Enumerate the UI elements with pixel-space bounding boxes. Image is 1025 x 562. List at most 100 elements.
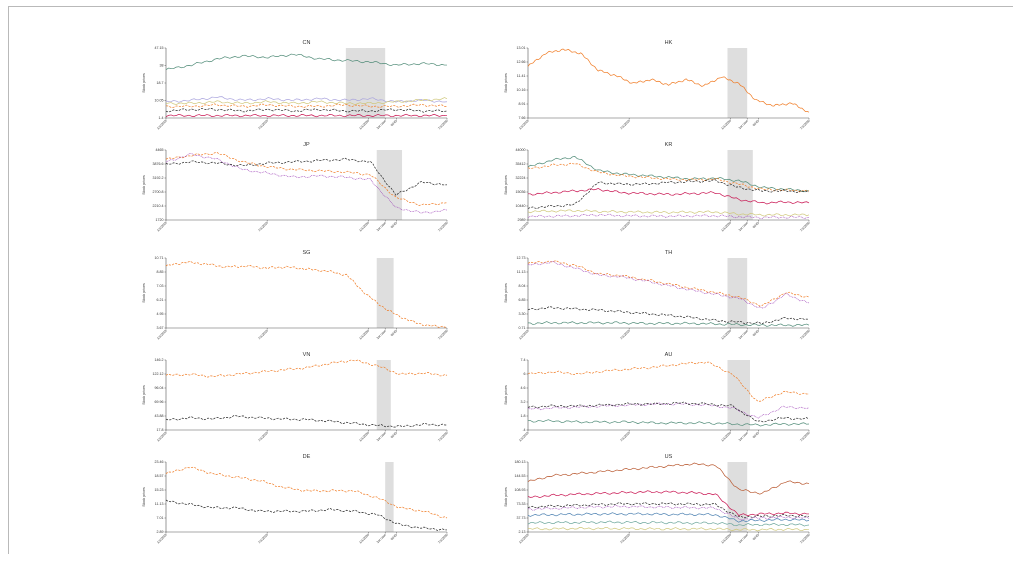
x-tick-label: 7/1/2020 xyxy=(799,221,811,232)
y-tick-label: 6 xyxy=(524,372,526,376)
chart-title: JP xyxy=(303,142,310,148)
x-tick-label: 1/1/2019 xyxy=(156,431,168,442)
chart-svg-th: TH Stock prices 12.73 11.13 8.04 6.85 3.30 0.71… xyxy=(504,250,811,340)
chart-panel-kr: KR Stock prices 44000 35412 32224 15036 10440 2… xyxy=(502,140,812,232)
y-axis-label: Stock prices xyxy=(504,283,508,303)
x-tick-label: 7/1/2020 xyxy=(437,533,449,544)
y-tick-label: 3.67 xyxy=(157,326,164,330)
y-tick-label: 17.8 xyxy=(157,428,164,432)
x-tick-label: 1st case xyxy=(376,221,387,232)
x-tick-label: 1/1/2020 xyxy=(720,533,732,544)
y-tick-label: 35412 xyxy=(516,162,526,166)
series-line-orange xyxy=(165,103,448,108)
series-line-brown xyxy=(527,462,810,495)
series-line-orange xyxy=(527,361,810,402)
chart-title: CN xyxy=(303,40,311,46)
chart-title: AU xyxy=(665,352,673,358)
x-tick-label: 1st case xyxy=(738,221,749,232)
axis-lines xyxy=(527,48,809,119)
y-axis-label: Stock prices xyxy=(142,385,146,405)
series-line-black xyxy=(165,157,448,196)
axis-lines xyxy=(527,258,809,329)
x-tick-label: 7/1/2019 xyxy=(619,221,631,232)
x-tick-label: 1/1/2020 xyxy=(720,221,732,232)
chart-panel-jp: JP Stock prices 4465 3876.6 3192.2 2700.8 2210… xyxy=(140,140,450,232)
y-tick-label: 8.04 xyxy=(519,284,526,288)
y-tick-label: 10.71 xyxy=(155,256,164,260)
x-tick-label: 1/1/2019 xyxy=(518,431,530,442)
x-tick-label: 7/1/2019 xyxy=(257,533,269,544)
y-tick-label: 32224 xyxy=(516,176,526,180)
x-tick-label: 7/1/2019 xyxy=(257,119,269,130)
series-line-red xyxy=(527,188,810,205)
y-tick-label: 180.13 xyxy=(515,460,526,464)
y-tick-label: 8.91 xyxy=(519,102,526,106)
y-tick-label: 122.12 xyxy=(153,372,164,376)
y-tick-label: 43.88 xyxy=(155,414,164,418)
x-tick-label: 1/1/2019 xyxy=(156,221,168,232)
series-line-purple xyxy=(527,505,810,521)
x-tick-label: 1/1/2020 xyxy=(720,431,732,442)
y-tick-label: 69.96 xyxy=(155,400,164,404)
x-tick-label: 1/1/2020 xyxy=(358,221,370,232)
chart-svg-hk: HK Stock prices 13.01 12.66 11.41 10.16 8.91 7.… xyxy=(504,40,811,130)
figure-frame xyxy=(8,6,1013,554)
chart-svg-vn: VN Stock prices 146.2 122.12 96.04 69.96 43.88… xyxy=(142,352,449,442)
series-line-green xyxy=(527,156,810,192)
x-tick-label: WHO xyxy=(390,221,399,230)
chart-panel-cn: CN Stock prices 47.15 38 18.7 10.05 1.4 1/1/201… xyxy=(140,38,450,130)
x-tick-label: 1/1/2019 xyxy=(156,329,168,340)
x-tick-label: 1/1/2019 xyxy=(156,119,168,130)
y-axis-label: Stock prices xyxy=(142,175,146,195)
chart-svg-us: US Stock prices 180.13 144.53 108.93 73.33 37.… xyxy=(504,454,811,544)
y-tick-label: 6.21 xyxy=(157,298,164,302)
axis-lines xyxy=(527,360,809,431)
series-line-olive xyxy=(527,209,810,217)
chart-panel-de: DE Stock prices 23.46 18.57 15.23 11.13 7.01 2.… xyxy=(140,452,450,544)
x-tick-label: 1/1/2020 xyxy=(720,329,732,340)
x-tick-label: 1/1/2019 xyxy=(518,221,530,232)
y-tick-label: 10.16 xyxy=(517,88,526,92)
series-line-black xyxy=(527,306,810,325)
axis-lines xyxy=(527,462,809,533)
series-line-black xyxy=(527,401,810,423)
series-line-black xyxy=(527,502,810,519)
x-tick-label: 1/1/2019 xyxy=(156,533,168,544)
series-line-orange xyxy=(527,162,810,193)
axis-lines xyxy=(165,150,447,221)
series-line-orange xyxy=(165,260,448,328)
y-tick-label: 146.2 xyxy=(155,358,164,362)
x-tick-label: WHO xyxy=(390,431,399,440)
y-tick-label: 4465 xyxy=(156,148,164,152)
chart-svg-jp: JP Stock prices 4465 3876.6 3192.2 2700.8 2210… xyxy=(142,142,449,232)
series-line-black xyxy=(165,415,447,428)
y-tick-label: 1720 xyxy=(156,218,164,222)
series-line-green xyxy=(527,321,810,327)
x-tick-label: 7/1/2019 xyxy=(257,431,269,442)
covid-shaded-region xyxy=(385,462,394,532)
series-line-purple xyxy=(527,213,810,219)
covid-shaded-region xyxy=(376,258,394,328)
y-axis-label: Stock prices xyxy=(504,487,508,507)
y-tick-label: 37.73 xyxy=(517,516,526,520)
chart-title: US xyxy=(665,454,673,460)
y-tick-label: .4 xyxy=(523,428,526,432)
series-line-lavender xyxy=(165,96,448,103)
y-tick-label: 108.93 xyxy=(515,488,526,492)
y-tick-label: 1.8 xyxy=(521,414,526,418)
y-tick-label: 47.15 xyxy=(155,46,164,50)
y-tick-label: 3.30 xyxy=(519,312,526,316)
y-axis-label: Stock prices xyxy=(504,73,508,93)
axis-lines xyxy=(165,258,447,329)
series-line-red xyxy=(527,490,810,517)
y-tick-label: 11.13 xyxy=(517,270,526,274)
covid-shaded-region xyxy=(376,360,391,430)
y-tick-label: 7.03 xyxy=(157,284,164,288)
x-tick-label: 1st case xyxy=(376,431,387,442)
series-line-olive xyxy=(165,97,448,105)
x-tick-label: 1st case xyxy=(376,119,387,130)
x-tick-label: WHO xyxy=(752,533,761,542)
x-tick-label: 1st case xyxy=(738,431,749,442)
x-tick-label: WHO xyxy=(752,221,761,230)
chart-panel-sg: SG Stock prices 10.71 8.85 7.03 6.21 4.95 3.67 1… xyxy=(140,248,450,340)
